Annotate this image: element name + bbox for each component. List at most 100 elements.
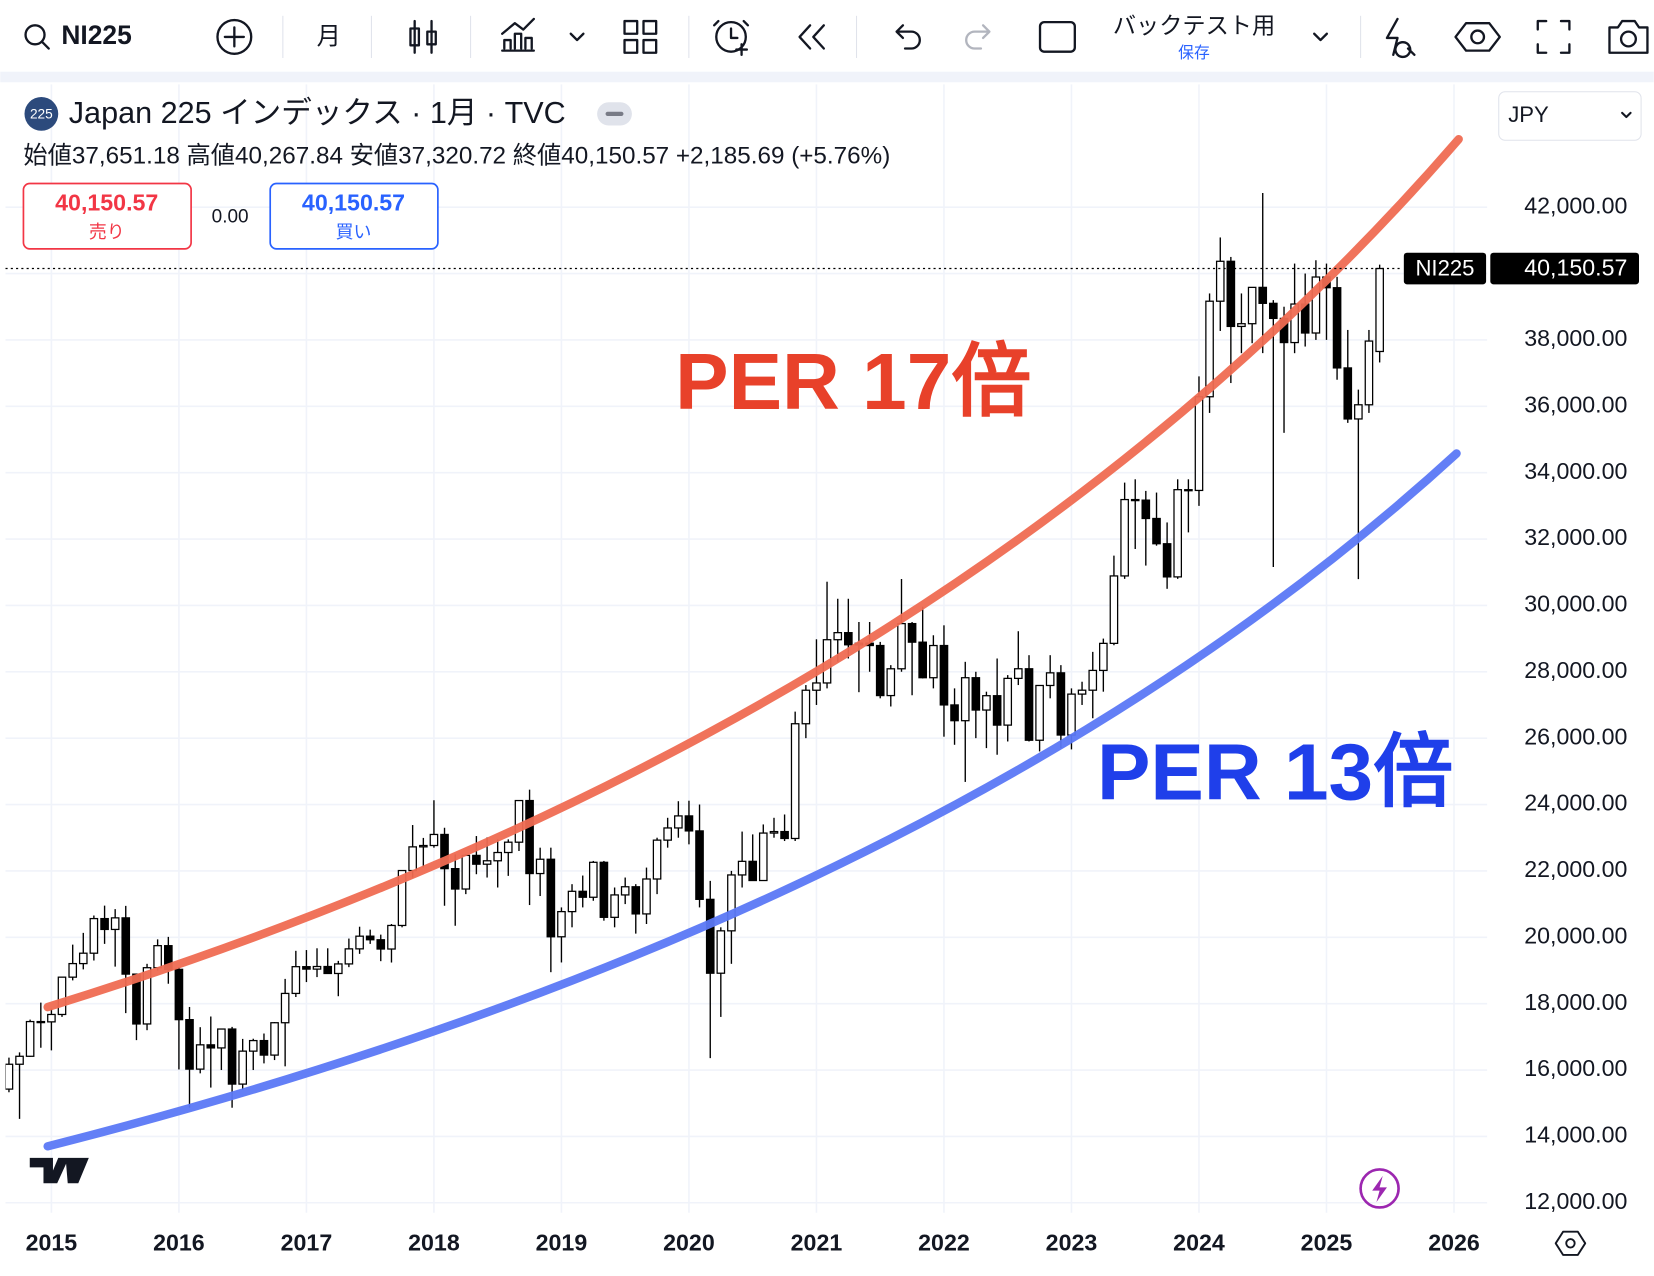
candle-body (1141, 499, 1151, 520)
candle-body (588, 861, 598, 898)
currency-select[interactable] (1498, 91, 1642, 141)
x-tick-label: 2026 (1428, 1229, 1480, 1255)
candle-body (1226, 260, 1236, 328)
buy-price[interactable]: 40,150.57 (302, 190, 405, 216)
tradingview-logo (29, 1157, 89, 1184)
candle-body (939, 644, 949, 706)
candle-body (737, 860, 747, 876)
candle-body (450, 868, 460, 890)
undo[interactable] (895, 24, 921, 50)
layouts[interactable] (623, 19, 658, 54)
candle-body (801, 689, 811, 725)
candle-body (344, 948, 354, 965)
candle-body (929, 644, 938, 679)
buy-label[interactable]: 買い (336, 222, 372, 242)
candle-body (153, 945, 162, 969)
x-tick-label: 2020 (663, 1229, 715, 1255)
candle-body (174, 968, 184, 1021)
annotation-per13: PER 13倍 (1097, 726, 1453, 816)
candle-body (121, 917, 131, 975)
candle-body (1364, 340, 1374, 406)
axis-settings[interactable] (1554, 1230, 1587, 1256)
chart-type[interactable] (409, 19, 437, 54)
candle-body (705, 898, 715, 974)
candle-body (1194, 396, 1204, 492)
candle-body (1088, 669, 1098, 691)
candle-body (1077, 689, 1087, 695)
y-tick-label: 30,000.00 (1524, 591, 1627, 617)
candle-body (695, 830, 704, 900)
x-tick-label: 2025 (1301, 1229, 1353, 1255)
candle-body (674, 815, 683, 829)
candle-body (1332, 287, 1342, 369)
annotation-per17: PER 17倍 (675, 336, 1031, 426)
candle-body (971, 677, 981, 711)
candle-body (642, 878, 651, 915)
candle-body (365, 935, 375, 941)
candle-body (1375, 267, 1384, 353)
candle-body (1024, 668, 1034, 741)
candle-body (758, 832, 768, 882)
candle-body (429, 833, 439, 847)
y-tick-label: 26,000.00 (1524, 723, 1627, 749)
candle-body (886, 668, 896, 697)
candle-body (217, 1028, 226, 1049)
alert[interactable] (715, 20, 747, 53)
y-tick-label: 12,000.00 (1524, 1188, 1627, 1214)
sell-button[interactable] (22, 182, 192, 250)
candle-body (1247, 286, 1257, 325)
candle-body (535, 858, 545, 875)
candle-body (78, 952, 88, 965)
redo[interactable] (965, 24, 991, 50)
x-tick-label: 2018 (408, 1229, 460, 1255)
layout-name[interactable]: バックテスト用 (1113, 13, 1275, 39)
y-tick-label: 20,000.00 (1524, 922, 1627, 948)
candle-body (716, 930, 726, 974)
indicators[interactable] (501, 17, 535, 52)
candle-body (1258, 286, 1268, 304)
sell-label[interactable]: 売り (89, 222, 125, 242)
save-status[interactable]: 保存 (1178, 44, 1210, 62)
symbol[interactable]: NI225 (61, 20, 131, 50)
x-tick-label: 2019 (536, 1229, 588, 1255)
layout-dropdown[interactable] (1313, 32, 1329, 42)
ohlc-legend: 始値37,651.18 高値40,267.84 安値37,320.72 終値40… (23, 143, 890, 170)
indicators-dropdown[interactable] (569, 32, 585, 42)
replay[interactable] (798, 24, 825, 50)
y-tick-label: 28,000.00 (1524, 657, 1627, 683)
candle-body (833, 632, 843, 641)
quick-search[interactable] (1385, 17, 1416, 59)
fullscreen[interactable] (1536, 19, 1571, 54)
candle-body (238, 1050, 247, 1085)
alert-icon (713, 19, 750, 56)
candle-body (546, 858, 556, 938)
candle-body (259, 1039, 269, 1056)
buy-button[interactable] (269, 182, 439, 250)
sell-price[interactable]: 40,150.57 (55, 190, 158, 216)
candle-body (227, 1028, 237, 1085)
screenshot-button[interactable] (1608, 19, 1649, 54)
candle-body (387, 924, 396, 950)
lightning-button[interactable] (1359, 1168, 1400, 1209)
candle-body (185, 1019, 194, 1070)
candle-body (142, 967, 152, 1025)
search-icon[interactable] (24, 24, 46, 46)
search-icon-handle (41, 41, 50, 50)
currency[interactable]: JPY (1508, 102, 1549, 127)
add-symbol[interactable] (216, 18, 253, 55)
chart-square[interactable] (1038, 20, 1076, 53)
candle-body (312, 965, 322, 970)
x-tick-label: 2021 (791, 1229, 843, 1255)
interval[interactable]: 月 (317, 23, 341, 50)
y-tick-label: 18,000.00 (1524, 989, 1627, 1015)
settings[interactable] (1454, 22, 1501, 52)
x-tick-label: 2023 (1046, 1229, 1098, 1255)
candle-body (461, 854, 471, 890)
candle-body (1120, 498, 1129, 577)
candle-body (419, 844, 428, 848)
candle-body (36, 1020, 46, 1024)
chart-title: Japan 225 インデックス · 1月 · TVC (69, 96, 566, 130)
candle-body (982, 695, 991, 711)
x-tick-label: 2022 (918, 1229, 970, 1255)
candle-body (291, 966, 301, 995)
